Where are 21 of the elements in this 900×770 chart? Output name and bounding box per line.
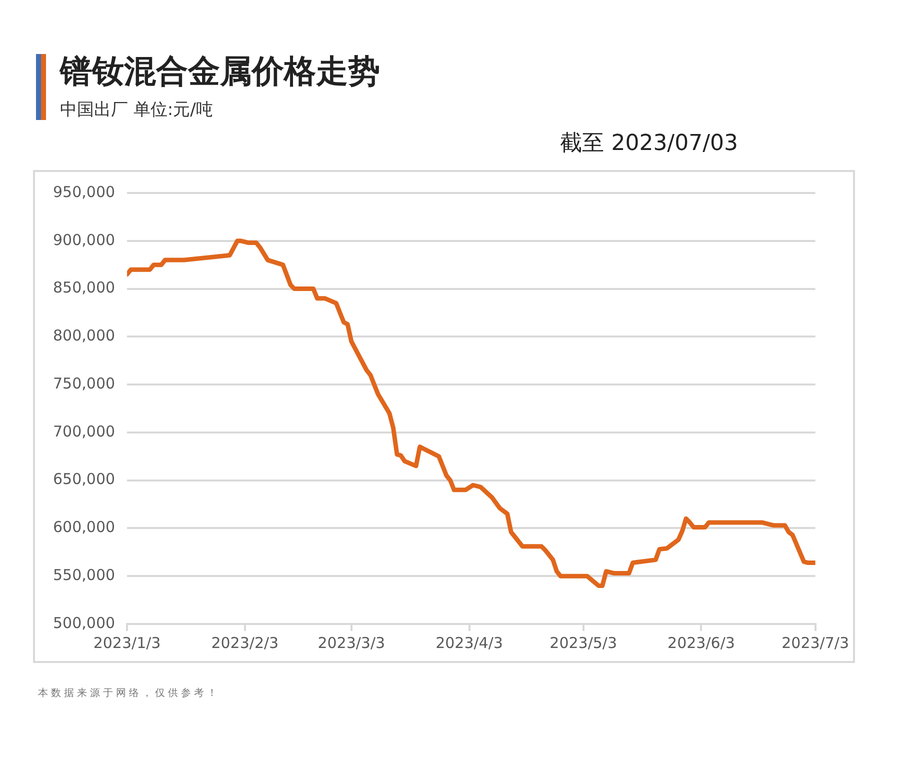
y-tick-label: 650,000 (53, 470, 116, 488)
x-tick-label: 2023/7/3 (782, 634, 850, 652)
x-tick-label: 2023/1/3 (93, 634, 161, 652)
chart-title: 镨钕混合金属价格走势 (60, 51, 380, 92)
x-tick-label: 2023/2/3 (211, 634, 279, 652)
x-tick-label: 2023/5/3 (550, 634, 618, 652)
y-tick-label: 950,000 (53, 182, 116, 201)
x-tick-label: 2023/4/3 (436, 634, 503, 652)
y-tick-label: 800,000 (53, 326, 116, 345)
y-tick-label: 500,000 (53, 614, 116, 632)
x-tick-label: 2023/3/3 (318, 634, 386, 652)
y-tick-label: 550,000 (53, 566, 116, 584)
y-tick-label: 700,000 (53, 422, 116, 440)
x-tick-label: 2023/6/3 (668, 634, 735, 652)
y-tick-label: 750,000 (53, 374, 116, 392)
y-tick-label: 850,000 (53, 278, 116, 297)
text: 本数据来源于网络，仅供参考！ (38, 686, 220, 700)
chart-subtitle: 中国出厂 单位:元/吨 (60, 99, 213, 121)
text: 截至 2023/07/03 (560, 130, 738, 158)
y-tick-label: 900,000 (53, 230, 116, 249)
y-tick-label: 600,000 (53, 518, 116, 536)
